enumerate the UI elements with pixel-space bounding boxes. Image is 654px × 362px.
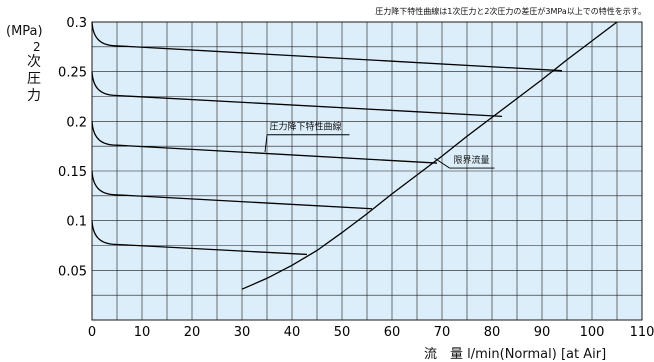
horizontal-gridlines [92,21,642,321]
x-axis-label: 流 量 l/min(Normal) [at Air] [424,347,607,362]
annotations: 圧力降下特性曲線 限界流量 [264,120,495,169]
limit-flow-leader [434,157,495,169]
x-tick-label-5: 50 [334,325,351,340]
pressure-drop-curve-leader [264,134,350,153]
y-tick-label-1: 0.1 [66,215,87,230]
x-tick-labels: 0 10 20 30 40 50 60 70 80 90 100 110 [88,325,654,340]
x-tick-label-1: 10 [134,325,151,340]
pressure-drop-curve-2 [91,121,438,164]
x-tick-label-3: 30 [234,325,251,340]
y-tick-label-4: 0.25 [58,66,87,81]
pressure-drop-curve-3 [91,170,373,210]
y-tick-label-0: 0.05 [58,264,87,279]
x-tick-label-2: 20 [184,325,201,340]
y-tick-label-5: 0.3 [66,16,87,31]
limit-flow-label: 限界流量 [454,154,490,166]
x-tick-label-8: 80 [484,325,501,340]
y-axis-label: 次圧力 [27,54,41,104]
x-tick-label-6: 60 [384,325,401,340]
x-tick-label-10: 100 [580,325,605,340]
y-tick-label-3: 0.2 [66,115,87,130]
y-axis-label-prefix: 2 [33,40,41,54]
x-tick-label-4: 40 [284,325,301,340]
y-tick-label-2: 0.15 [58,165,87,180]
x-tick-label-11: 110 [630,325,654,340]
y-axis-unit: (MPa) [6,24,43,39]
pressure-drop-curve-1 [91,71,503,118]
pressure-drop-curve-4 [91,220,308,256]
x-tick-label-0: 0 [88,325,96,340]
x-tick-label-7: 70 [434,325,451,340]
pressure-drop-curves [91,21,563,256]
y-tick-labels: 0.05 0.1 0.15 0.2 0.25 0.3 [58,16,87,279]
pressure-drop-curve-0 [91,21,563,72]
limit-flow-line [241,21,618,290]
pressure-drop-curve-label: 圧力降下特性曲線 [270,120,342,132]
x-tick-label-9: 90 [534,325,551,340]
chart-note: 圧力降下特性曲線は1次圧力と2次圧力の差圧が3MPa以上での特性を示す。 [375,7,646,16]
